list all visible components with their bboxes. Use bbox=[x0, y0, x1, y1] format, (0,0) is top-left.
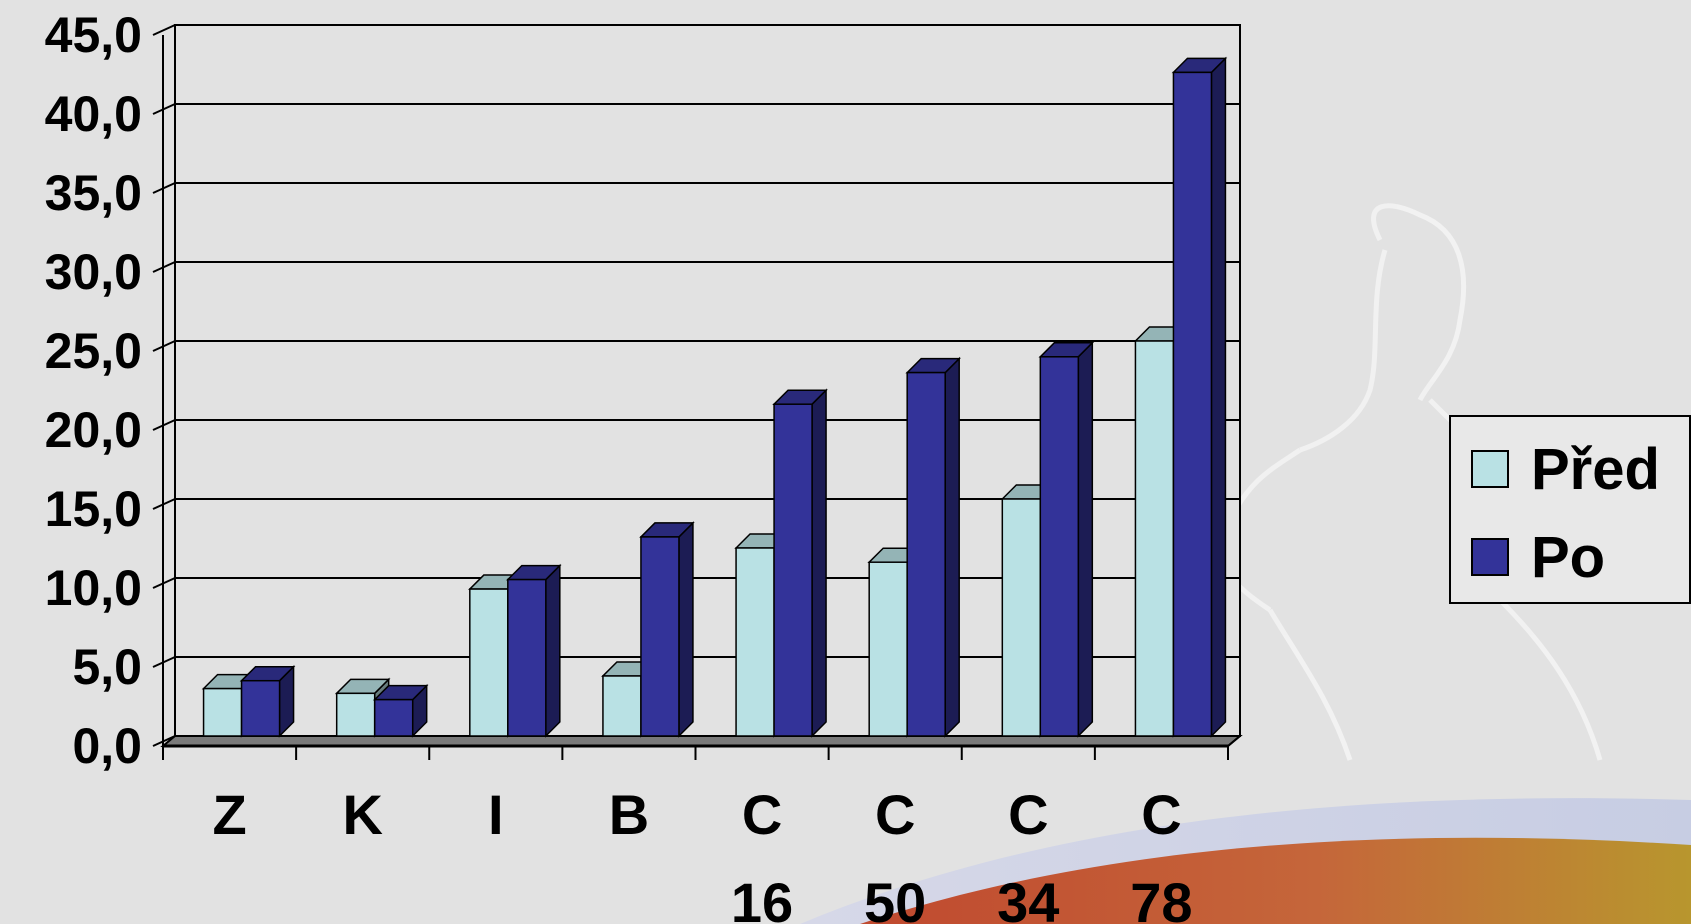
y-tick-label: 5,0 bbox=[72, 639, 142, 695]
bar-po bbox=[905, 356, 961, 738]
x-tick-label: C bbox=[1008, 783, 1048, 846]
legend-swatch-po bbox=[1471, 538, 1509, 576]
y-tick-label: 15,0 bbox=[45, 481, 142, 537]
bar-po bbox=[1038, 340, 1095, 738]
x-tick-label: 50 bbox=[864, 871, 926, 924]
legend-item-pred: Před bbox=[1471, 437, 1660, 502]
bar-po bbox=[239, 664, 296, 738]
floor-edge bbox=[1227, 735, 1241, 747]
legend-swatch-pred bbox=[1471, 450, 1509, 488]
bar-po bbox=[1171, 56, 1228, 738]
x-tick-label: C bbox=[875, 783, 915, 846]
y-tick-mark bbox=[152, 24, 176, 36]
x-tick-label: Z bbox=[212, 783, 246, 846]
x-tick-label: 78 bbox=[1130, 871, 1192, 924]
y-tick-label: 35,0 bbox=[45, 165, 142, 221]
y-tick-label: 25,0 bbox=[45, 323, 142, 379]
bar-po bbox=[639, 521, 695, 738]
x-tick-label: B bbox=[609, 783, 649, 846]
legend-item-po: Po bbox=[1471, 525, 1605, 590]
y-tick-label: 30,0 bbox=[45, 244, 142, 300]
x-tick-label: C bbox=[1141, 783, 1181, 846]
x-tick-labels: Z K I B C 16 C 50 C 34 C 78 bbox=[212, 783, 1192, 924]
y-tick-labels: 0,0 5,0 10,0 15,0 20,0 25,0 30,0 35,0 40,0 45,0 bbox=[45, 7, 142, 774]
y-tick-label: 40,0 bbox=[45, 86, 142, 142]
y-tick-label: 20,0 bbox=[45, 402, 142, 458]
legend-label-pred: Před bbox=[1531, 436, 1660, 502]
legend: Před Po bbox=[1449, 415, 1691, 604]
axes bbox=[152, 24, 1241, 760]
x-tick-label: I bbox=[488, 783, 504, 846]
bars bbox=[201, 56, 1228, 738]
y-tick-label: 45,0 bbox=[45, 7, 142, 63]
x-tick-label: 34 bbox=[997, 871, 1059, 924]
x-tick-label: K bbox=[342, 783, 382, 846]
bar-po bbox=[372, 683, 429, 738]
bar-po bbox=[772, 388, 828, 738]
legend-label-po: Po bbox=[1531, 524, 1606, 590]
bar-po bbox=[506, 563, 562, 738]
x-tick-label: 16 bbox=[731, 871, 793, 924]
y-tick-label: 10,0 bbox=[45, 560, 142, 616]
x-tick-label: C bbox=[742, 783, 782, 846]
y-tick-label: 0,0 bbox=[72, 718, 142, 774]
